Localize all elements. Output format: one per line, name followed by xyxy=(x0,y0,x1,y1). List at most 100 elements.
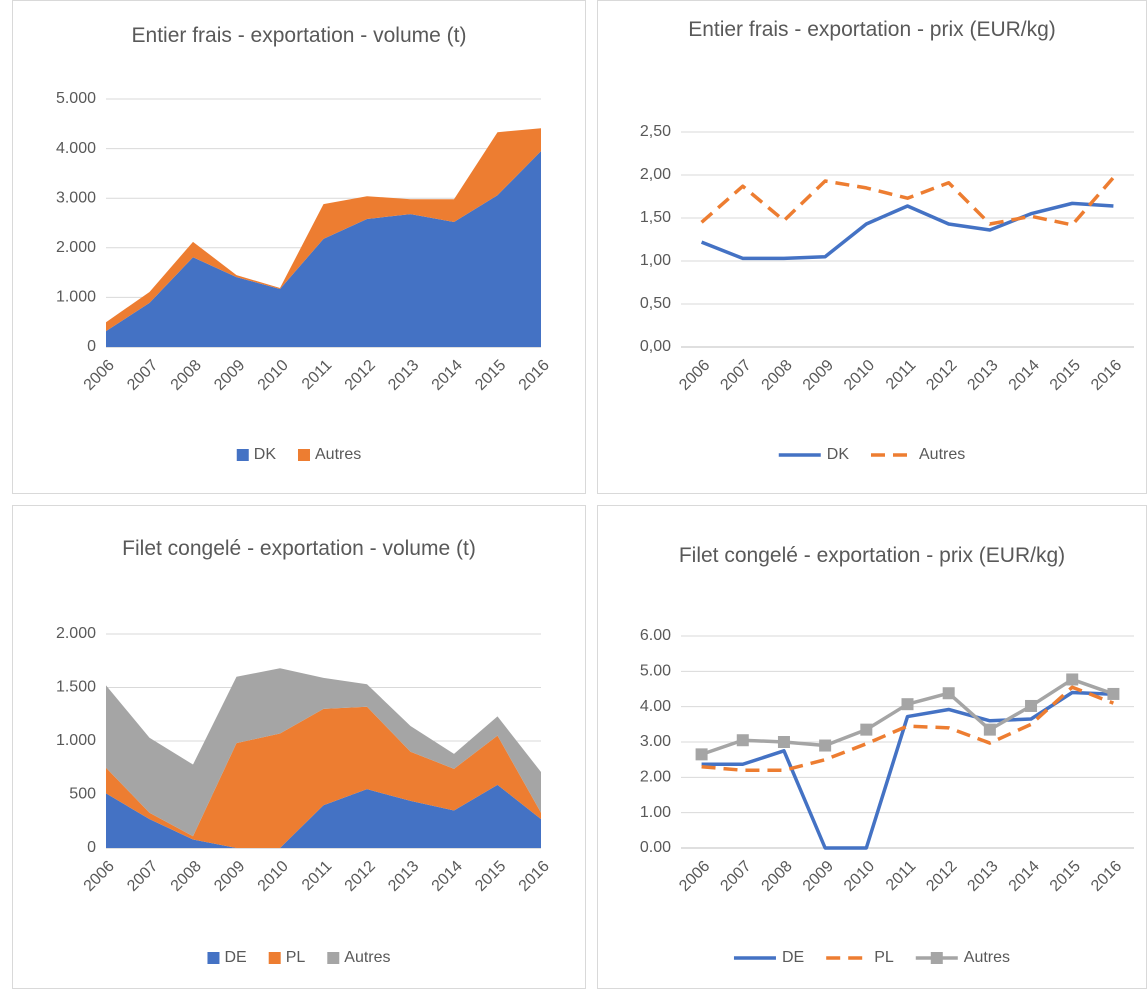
legend-swatch xyxy=(236,449,249,461)
chart-title: Filet congelé - exportation - prix (EUR/… xyxy=(678,544,1066,567)
y-tick-label: 0,00 xyxy=(640,338,671,355)
legend: DK Autres xyxy=(778,446,965,463)
y-tick-label: 6.00 xyxy=(640,627,671,644)
chart-title: Filet congelé - exportation - volume (t) xyxy=(122,537,476,560)
x-tick-label: 2012 xyxy=(342,357,379,394)
x-tick-label: 2014 xyxy=(1006,858,1043,895)
x-tick-label: 2006 xyxy=(81,858,118,895)
x-tick-label: 2007 xyxy=(717,858,754,895)
x-tick-label: 2015 xyxy=(1047,357,1084,394)
area xyxy=(106,151,541,347)
y-tick-label: 2.00 xyxy=(640,769,671,786)
x-tick-label: 2013 xyxy=(964,357,1001,394)
legend-swatch xyxy=(268,952,281,964)
x-tick-label: 2006 xyxy=(81,357,118,394)
marker xyxy=(777,736,790,748)
x-tick-label: 2006 xyxy=(676,858,713,895)
legend-swatch xyxy=(207,952,220,964)
x-tick-label: 2015 xyxy=(472,357,509,394)
marker xyxy=(901,698,914,711)
y-tick-label: 1.500 xyxy=(56,679,96,696)
x-tick-label: 2016 xyxy=(1088,357,1125,394)
x-tick-label: 2009 xyxy=(800,357,837,394)
legend-label: Autres xyxy=(964,949,1010,966)
x-tick-label: 2008 xyxy=(759,357,796,394)
legend: DE PL Autres xyxy=(733,949,1010,966)
y-tick-label: 2,50 xyxy=(640,123,671,140)
x-tick-label: 2012 xyxy=(923,357,960,394)
chart: 0.00 1.00 2.00 3.00 4.00 5.00 6.00 2006 2007 2008… xyxy=(640,627,1134,966)
x-tick-label: 2011 xyxy=(883,858,919,894)
area xyxy=(106,706,541,848)
chart-panel: Filet congelé - exportation - prix (EUR/… xyxy=(597,505,1147,989)
y-tick-label: 1.000 xyxy=(56,289,96,306)
x-tick-label: 2012 xyxy=(342,858,379,895)
marker xyxy=(983,723,996,736)
legend-swatch xyxy=(327,952,340,964)
x-tick-label: 2016 xyxy=(1088,858,1125,895)
chart-panel: Entier frais - exportation - volume (t) … xyxy=(12,0,586,494)
x-tick-label: 2007 xyxy=(717,357,754,394)
x-tick-label: 2013 xyxy=(385,858,422,895)
x-tick-label: 2016 xyxy=(516,357,553,394)
line xyxy=(701,690,1114,850)
marker xyxy=(695,748,708,761)
x-tick-label: 2008 xyxy=(759,858,796,895)
y-tick-label: 1,00 xyxy=(640,252,671,269)
x-tick-label: 2010 xyxy=(841,357,878,394)
legend-label: PL xyxy=(286,949,306,966)
legend-label: DE xyxy=(224,949,246,966)
legend-label: Autres xyxy=(315,446,361,463)
marker xyxy=(736,734,749,747)
chart: 0,00 0,50 1,00 1,50 2,00 2,50 2006 2007 2008 2009… xyxy=(640,123,1134,463)
y-tick-label: 4.00 xyxy=(640,698,671,715)
x-tick-label: 2011 xyxy=(299,858,335,894)
y-tick-label: 0.00 xyxy=(640,839,671,856)
x-tick-label: 2015 xyxy=(1047,858,1084,895)
marker xyxy=(942,687,955,700)
area xyxy=(106,128,541,332)
marker xyxy=(1107,687,1120,700)
x-tick-label: 2012 xyxy=(923,858,960,895)
legend-label: Autres xyxy=(919,446,965,463)
chart-panel: Filet congelé - exportation - volume (t)… xyxy=(12,505,586,989)
chart-panel: Entier frais - exportation - prix (EUR/k… xyxy=(597,0,1147,494)
chart-title: Entier frais - exportation - prix (EUR/k… xyxy=(688,18,1056,41)
legend-label: PL xyxy=(874,949,894,966)
x-tick-label: 2016 xyxy=(516,858,553,895)
y-tick-label: 0 xyxy=(87,839,96,856)
line xyxy=(701,685,1115,773)
y-tick-label: 2.000 xyxy=(56,625,96,642)
x-tick-label: 2009 xyxy=(211,357,248,394)
marker xyxy=(819,739,832,752)
marker xyxy=(860,723,873,736)
y-tick-label: 5.000 xyxy=(56,90,96,107)
y-tick-label: 0,50 xyxy=(640,295,671,312)
x-tick-label: 2013 xyxy=(964,858,1001,895)
area xyxy=(106,668,541,837)
y-tick-label: 0 xyxy=(87,338,96,355)
chart-title: Entier frais - exportation - volume (t) xyxy=(131,24,467,47)
y-tick-label: 3.00 xyxy=(640,733,671,750)
x-tick-label: 2011 xyxy=(883,357,919,393)
marker xyxy=(1025,699,1038,712)
x-tick-label: 2011 xyxy=(299,357,335,393)
legend-label: DK xyxy=(827,446,850,463)
y-tick-label: 5.00 xyxy=(640,663,671,680)
x-tick-label: 2007 xyxy=(124,858,161,895)
legend-label: Autres xyxy=(344,949,390,966)
y-tick-label: 500 xyxy=(69,786,96,803)
area xyxy=(106,784,541,848)
y-tick-label: 1,50 xyxy=(640,209,671,226)
legend: DE PL Autres xyxy=(207,949,391,966)
x-tick-label: 2006 xyxy=(676,357,713,394)
y-tick-label: 1.00 xyxy=(640,804,671,821)
legend-label: DE xyxy=(782,949,804,966)
legend-swatch xyxy=(297,449,310,461)
legend-label: DK xyxy=(254,446,277,463)
x-tick-label: 2008 xyxy=(168,357,205,394)
x-tick-label: 2010 xyxy=(255,357,292,394)
